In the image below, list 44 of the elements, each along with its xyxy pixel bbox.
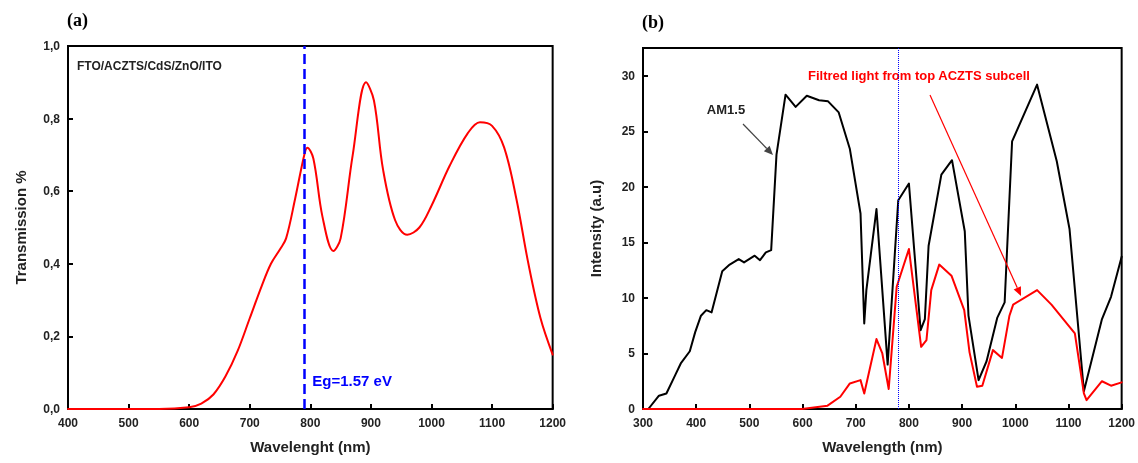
annotation: AM1.5 (706, 101, 746, 117)
x-tick-label: 700 (239, 416, 261, 430)
x-tick-label: 1100 (1055, 416, 1082, 430)
x-tick-label: 600 (179, 416, 200, 430)
y-tick-label: 15 (621, 235, 636, 250)
chart-title: (a) (67, 10, 88, 31)
y-axis-title: Intensity (a.u) (587, 179, 604, 278)
line-series (642, 248, 1123, 410)
y-axis-title: Transmission % (12, 170, 29, 285)
x-tick-label: 1200 (539, 416, 567, 430)
x-tick-label: 1100 (479, 416, 506, 430)
y-tick-label: 0,2 (43, 329, 61, 344)
x-tick-label: 700 (845, 416, 867, 430)
x-tick-label: 400 (686, 416, 707, 430)
y-tick-label: 30 (621, 68, 636, 83)
x-axis-title: Wavelenght (nm) (250, 438, 371, 455)
chart-title: (b) (642, 12, 664, 33)
x-tick-label: 800 (300, 416, 321, 430)
x-tick-label: 800 (898, 416, 920, 430)
x-tick-label: 1000 (1001, 416, 1029, 430)
x-tick-label: 900 (952, 416, 973, 430)
x-tick-label: 1200 (1108, 416, 1136, 430)
x-tick-label: 400 (57, 416, 79, 430)
y-tick-label: 10 (621, 290, 636, 305)
y-tick-label: 0,4 (43, 256, 61, 271)
y-tick-label: 1,0 (43, 39, 61, 53)
y-tick-label: 25 (621, 124, 636, 139)
y-tick-label: 0,6 (43, 184, 61, 199)
x-axis-title: Wavelength (nm) (822, 438, 943, 455)
x-tick-label: 600 (792, 416, 813, 430)
annotation: Eg=1.57 eV (312, 371, 392, 389)
y-tick-label: 20 (621, 179, 636, 194)
x-tick-label: 1000 (418, 416, 446, 430)
y-tick-label: 5 (628, 346, 636, 361)
x-tick-label: 500 (118, 416, 139, 430)
x-tick-label: 500 (739, 416, 760, 430)
y-tick-label: 0,0 (43, 402, 61, 416)
x-tick-label: 300 (632, 416, 654, 430)
x-tick-label: 900 (360, 416, 382, 430)
y-tick-label: 0 (628, 402, 636, 416)
annotation: FTO/ACZTS/CdS/ZnO/ITO (77, 59, 222, 73)
line-series (67, 81, 554, 410)
annotation: Filtred light from top ACZTS subcell (808, 67, 1030, 83)
y-tick-label: 0,8 (43, 111, 61, 126)
